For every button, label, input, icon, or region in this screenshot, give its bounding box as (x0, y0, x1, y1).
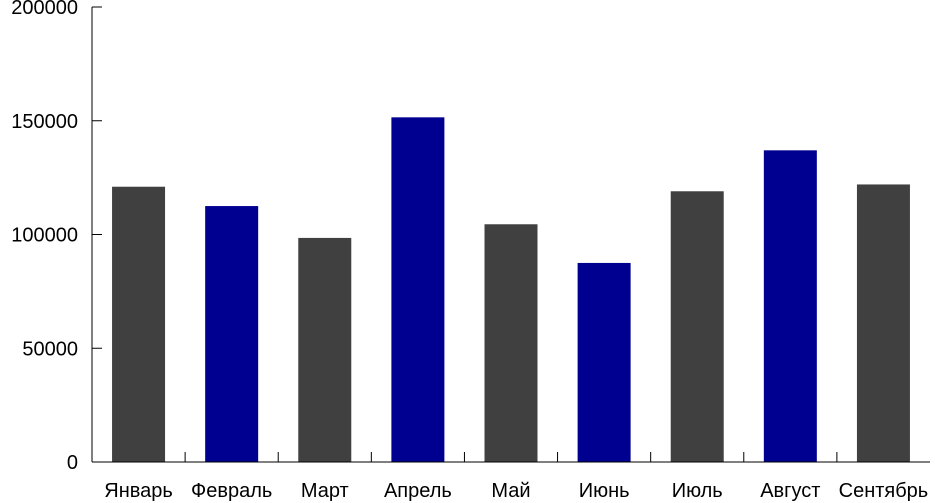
x-tick-label: Сентябрь (839, 480, 929, 502)
x-tick-label: Июнь (579, 480, 630, 502)
y-tick-label: 100000 (11, 225, 78, 247)
bar (484, 224, 538, 462)
x-tick-label: Февраль (191, 480, 272, 502)
bar (391, 117, 445, 463)
x-tick-label: Март (301, 480, 349, 502)
bar (112, 186, 166, 462)
x-tick-label: Май (491, 480, 530, 502)
bar (577, 262, 631, 462)
bar (763, 150, 817, 462)
bar (205, 206, 259, 462)
x-tick-label: Январь (104, 480, 173, 502)
y-tick-label: 50000 (22, 338, 78, 360)
bars (112, 117, 910, 463)
y-tick-label: 200000 (11, 0, 78, 19)
y-tick-label: 0 (67, 452, 78, 474)
x-tick-label: Июль (672, 480, 723, 502)
y-tick-label: 150000 (11, 111, 78, 133)
y-axis-ticks: 0 50000 100000 150000 200000 (11, 0, 102, 474)
x-tick-label: Апрель (384, 480, 452, 502)
x-tick-label: Август (760, 480, 820, 502)
bar (670, 191, 724, 462)
x-axis-ticks: Январь Февраль Март Апрель Май Июнь Июль Август… (104, 452, 928, 502)
bar (856, 184, 910, 462)
bar (298, 237, 352, 462)
